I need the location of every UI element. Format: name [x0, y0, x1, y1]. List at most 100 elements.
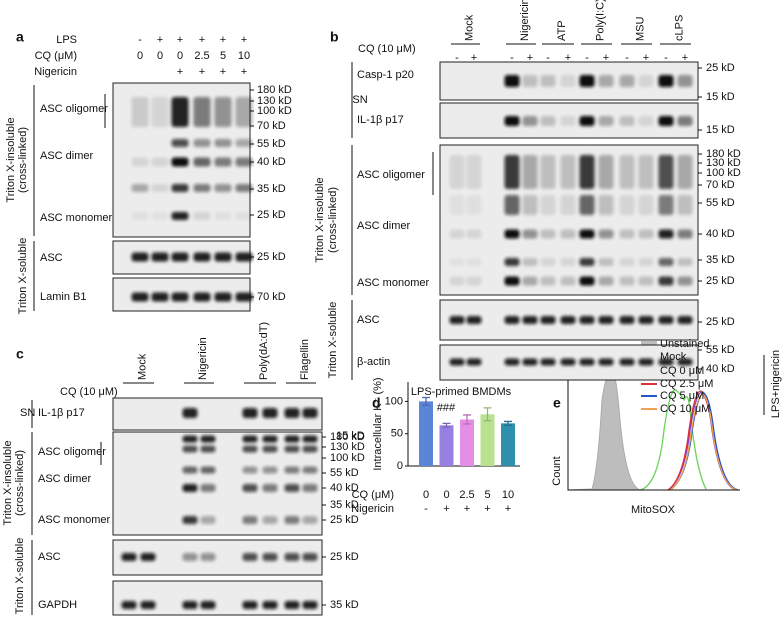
label: 55 kD	[330, 467, 359, 479]
lane-header: Nigericin	[519, 0, 531, 41]
band	[658, 195, 674, 215]
band	[540, 258, 556, 266]
bar	[501, 423, 515, 466]
label: +	[199, 34, 205, 46]
band	[182, 466, 198, 474]
band	[504, 155, 520, 189]
band	[638, 258, 654, 266]
y-tick-label: 50	[391, 428, 403, 440]
label: 100 kD	[330, 452, 365, 464]
label: +	[643, 52, 649, 64]
band	[560, 155, 576, 189]
band	[638, 358, 654, 366]
band	[560, 316, 576, 324]
label: 130 kD	[330, 441, 365, 453]
label: -	[546, 52, 550, 64]
band	[504, 116, 520, 126]
lane-header: Poly(dA:dT)	[258, 322, 270, 380]
label: SN	[20, 407, 35, 419]
band	[619, 316, 635, 324]
band	[131, 97, 149, 127]
band	[200, 466, 216, 474]
band	[284, 445, 300, 453]
label: 35 kD	[257, 183, 286, 195]
band	[579, 116, 595, 126]
band	[677, 358, 693, 366]
band	[302, 516, 318, 524]
x-tick-label: 0	[423, 489, 429, 501]
band	[262, 408, 278, 418]
panel-label: d	[372, 395, 381, 411]
band	[262, 435, 278, 443]
label: +	[220, 66, 226, 78]
x-tick-label: 10	[502, 489, 514, 501]
band	[677, 276, 693, 286]
band	[466, 316, 482, 324]
lane-header: MSU	[634, 17, 646, 42]
label: 40 kD	[706, 228, 735, 240]
x-tick-label: +	[505, 503, 511, 515]
band	[214, 292, 232, 302]
band	[522, 258, 538, 266]
label: ASC oligomer	[40, 103, 108, 115]
legend-entry: CQ 0 μM	[660, 365, 704, 377]
band	[235, 184, 253, 192]
band	[284, 466, 300, 474]
band	[151, 292, 169, 302]
axes	[567, 345, 740, 491]
label: 25 kD	[330, 551, 359, 563]
label: +	[682, 52, 688, 64]
band	[193, 184, 211, 192]
panel-label: e	[553, 395, 561, 411]
label: 70 kD	[257, 291, 286, 303]
band	[560, 358, 576, 366]
vertical-label: Triton X-insoluble	[314, 177, 326, 262]
label: 40 kD	[257, 156, 286, 168]
label: -	[585, 52, 589, 64]
band	[449, 358, 465, 366]
band	[193, 212, 211, 220]
band	[262, 466, 278, 474]
label: 25 kD	[706, 275, 735, 287]
band	[540, 155, 556, 189]
label: 70 kD	[706, 179, 735, 191]
bar	[439, 425, 454, 466]
band	[193, 157, 211, 167]
band	[171, 184, 189, 192]
band	[579, 155, 595, 189]
lane-header: Flagellin	[299, 339, 311, 380]
x-tick-label: +	[443, 503, 449, 515]
band	[214, 212, 232, 220]
band	[504, 75, 520, 87]
band	[579, 258, 595, 266]
lane-header: Mock	[136, 353, 148, 380]
band	[121, 601, 137, 609]
bar	[460, 419, 474, 466]
band	[522, 316, 538, 324]
band	[182, 408, 198, 418]
annotation: ###	[437, 402, 456, 414]
band	[579, 229, 595, 239]
label: 55 kD	[706, 344, 735, 356]
band	[658, 276, 674, 286]
band	[140, 601, 156, 609]
band	[579, 276, 595, 286]
band	[504, 316, 520, 324]
label: LPS	[56, 34, 77, 46]
band	[619, 155, 635, 189]
label: Lamin B1	[40, 291, 86, 303]
label: 55 kD	[706, 197, 735, 209]
label: +	[199, 66, 205, 78]
band	[151, 184, 169, 192]
band	[200, 601, 216, 609]
lane-header: Nigericin	[197, 337, 209, 380]
band	[242, 445, 258, 453]
band	[598, 229, 614, 239]
band	[677, 229, 693, 239]
band	[598, 75, 614, 87]
label: 100 kD	[706, 167, 741, 179]
band	[235, 157, 253, 167]
band	[235, 139, 253, 147]
band	[540, 75, 556, 87]
